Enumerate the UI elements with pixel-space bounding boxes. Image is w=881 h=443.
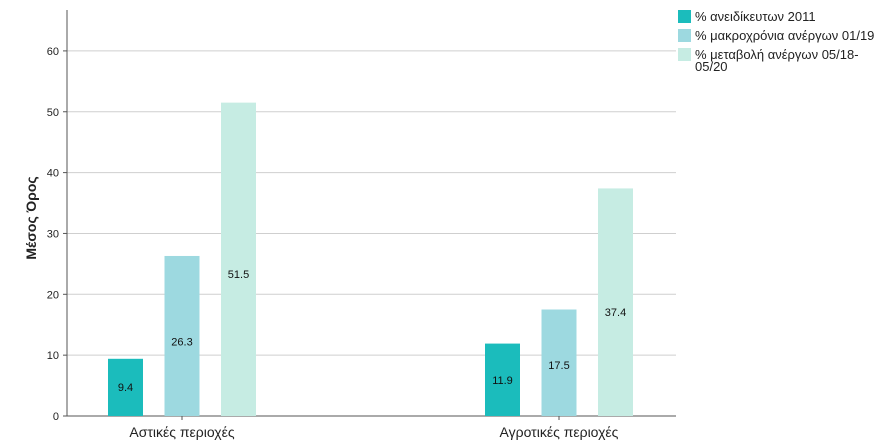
y-tick-label: 20: [47, 289, 59, 301]
legend-swatch: [678, 10, 691, 23]
data-label: 17.5: [548, 360, 569, 372]
legend-label-line: % μεταβολή ανέργων 05/18-: [695, 47, 859, 62]
bar: [108, 358, 143, 416]
x-axis-categories: Αστικές περιοχές Αγροτικές περιοχές: [129, 416, 619, 440]
x-category-label: Αγροτικές περιοχές: [500, 424, 619, 440]
data-label: 9.4: [118, 382, 133, 394]
legend-label: % ανειδίκευτων 2011: [695, 9, 816, 24]
data-label: 37.4: [605, 307, 626, 319]
y-tick-label: 30: [47, 228, 59, 240]
y-tick-label: 10: [47, 350, 59, 362]
bar: [164, 255, 200, 416]
y-axis-ticks: 0 10 20 30 40 50 60: [47, 46, 67, 423]
gridlines: [67, 50, 676, 356]
data-label: 51.5: [228, 269, 249, 281]
bar: [221, 102, 256, 416]
legend-label-line: 05/20: [695, 59, 728, 74]
legend: % ανειδίκευτων 2011 % μακροχρόνια ανέργων…: [678, 9, 874, 74]
y-tick-label: 60: [47, 46, 59, 58]
bars: 9.4 11.9 26.3 17.5 51.5 37.4: [108, 102, 633, 416]
bar: [598, 188, 633, 416]
y-tick-label: 0: [53, 411, 59, 423]
legend-swatch: [678, 48, 691, 61]
y-tick-label: 40: [47, 168, 59, 180]
data-label: 26.3: [171, 337, 192, 349]
legend-label: % μεταβολή ανέργων 05/18-05/20: [695, 47, 859, 74]
data-label: 11.9: [492, 375, 513, 387]
legend-label: % μακροχρόνια ανέργων 01/19: [695, 28, 874, 43]
x-category-label: Αστικές περιοχές: [129, 424, 234, 440]
y-tick-label: 50: [47, 107, 59, 119]
bar: [541, 309, 577, 416]
legend-swatch: [678, 29, 691, 42]
bar: [485, 343, 520, 416]
y-axis-label: Μέσος Όρος: [23, 176, 39, 259]
